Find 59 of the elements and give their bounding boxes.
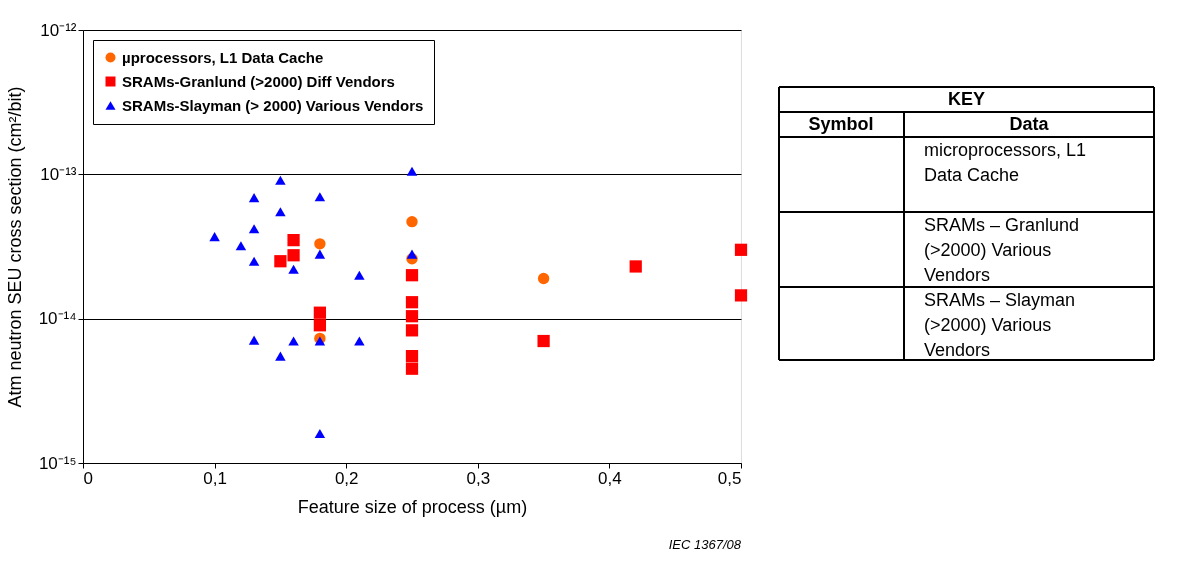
y-tick-label: 10⁻¹⁵: [38, 453, 77, 473]
x-tick-label: 0,5: [717, 468, 742, 488]
point: [288, 336, 299, 346]
point: [406, 215, 418, 228]
point: [274, 255, 287, 268]
point: [287, 249, 300, 262]
point: [354, 270, 365, 280]
point: [313, 319, 326, 332]
point: [248, 193, 260, 203]
point: [314, 192, 326, 202]
point: [537, 272, 550, 285]
x-tick-label: 0,2: [334, 468, 359, 488]
point: [275, 175, 286, 185]
legend-label: µprocessors, L1 Data Cache: [122, 48, 324, 66]
text: Data: [1009, 113, 1050, 134]
point: [406, 249, 418, 259]
legend-label: SRAMs-Slayman (> 2000) Various Vendors: [122, 96, 424, 114]
point: [354, 336, 365, 346]
point: [537, 334, 550, 348]
text: Symbol: [808, 113, 874, 134]
text: SRAMs – Slayman (>2000) Various Vendors: [924, 290, 1076, 360]
x-tick-label: 0,4: [598, 468, 622, 488]
point: [734, 289, 748, 302]
text: KEY: [947, 88, 986, 109]
point: [405, 269, 419, 282]
point: [235, 241, 247, 251]
point: [405, 310, 419, 323]
point: [248, 256, 260, 266]
point: [209, 232, 220, 242]
point: [314, 336, 326, 346]
point: [734, 243, 748, 256]
text: SRAMs – Granlund (>2000) Various Vendors: [924, 215, 1080, 285]
point: [275, 207, 286, 217]
point: [287, 234, 300, 247]
x-tick-label: 0: [83, 468, 93, 488]
point: [405, 362, 419, 375]
x-axis-title: Feature size of process (µm): [297, 496, 528, 517]
y-tick-label: 10⁻¹³: [40, 164, 77, 184]
legend-label: SRAMs-Granlund (>2000) Diff Vendors: [122, 72, 395, 90]
point: [313, 306, 326, 319]
text: IEC 1367/08: [668, 537, 742, 552]
x-tick-label: 0,3: [466, 468, 491, 488]
point: [314, 238, 326, 250]
y-axis-title: Atm neutron SEU cross section (cm²/bit): [4, 86, 25, 408]
point: [248, 335, 260, 345]
x-tick-label: 0,1: [203, 468, 227, 488]
point: [314, 429, 326, 439]
y-tick-label: 10⁻¹⁴: [38, 309, 77, 329]
point: [405, 296, 419, 309]
point: [405, 324, 419, 337]
point: [275, 351, 286, 361]
point: [406, 166, 418, 176]
y-tick-label: 10⁻¹²: [40, 20, 77, 40]
point: [288, 264, 299, 274]
text: microprocessors, L1 Data Cache: [924, 140, 1087, 185]
point: [314, 249, 326, 259]
point: [248, 224, 260, 234]
point: [405, 350, 419, 363]
point: [629, 260, 642, 273]
